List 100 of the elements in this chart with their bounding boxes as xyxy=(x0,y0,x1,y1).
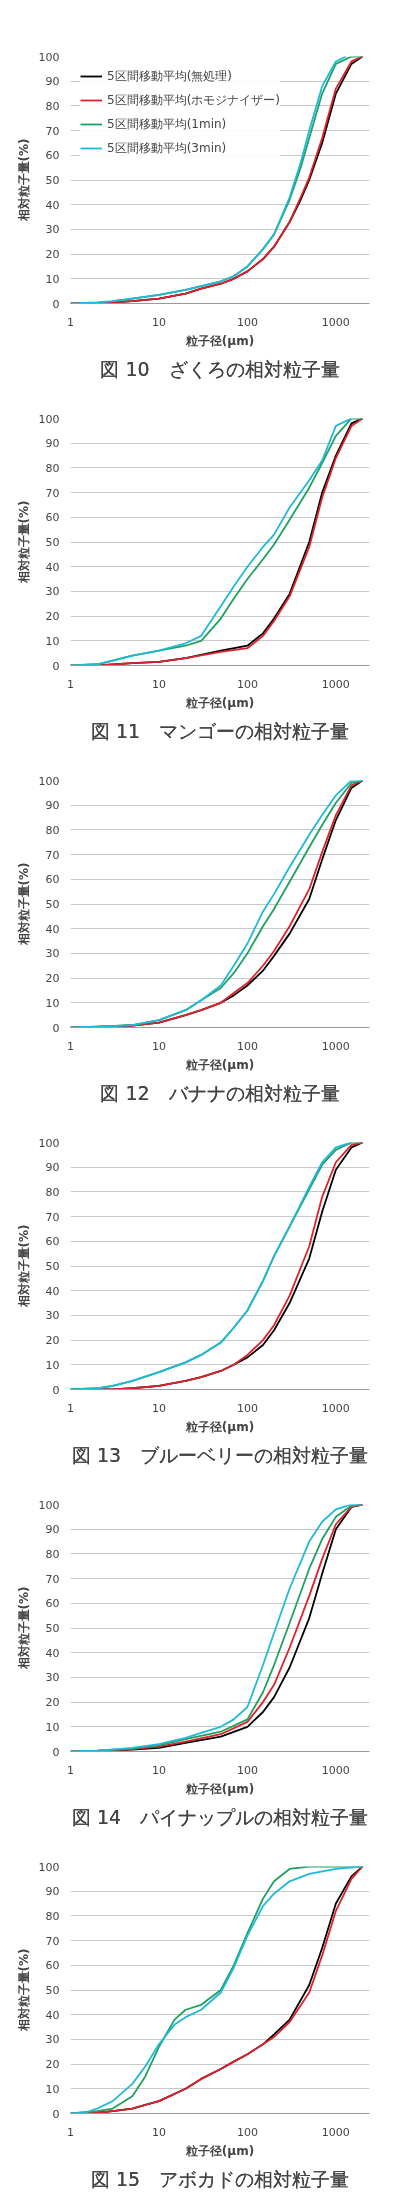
x-axis-title: 粒子径(μm) xyxy=(184,2143,255,2158)
y-tick-label: 90 xyxy=(45,799,60,813)
y-axis-title: 相対粒子量(%) xyxy=(16,1586,31,1671)
x-tick-label: 10 xyxy=(151,315,166,329)
x-tick-label: 10 xyxy=(151,1401,166,1415)
y-tick-label: 100 xyxy=(38,774,60,788)
y-tick-label: 70 xyxy=(45,1572,60,1586)
y-tick-label: 50 xyxy=(45,536,60,549)
x-tick-label: 100 xyxy=(236,1039,258,1053)
text: 図 10 ざくろの相対粒子量 xyxy=(100,357,340,380)
y-tick-label: 30 xyxy=(45,947,60,961)
y-axis-title: 相対粒子量(%) xyxy=(16,862,31,947)
y-tick-label: 100 xyxy=(38,1860,60,1874)
x-tick-label: 1000 xyxy=(321,1039,350,1053)
text: 図 14 パイナップルの相対粒子量 xyxy=(71,1805,369,1828)
x-tick-label: 1000 xyxy=(321,677,350,691)
y-tick-label: 40 xyxy=(45,1646,60,1660)
y-tick-label: 50 xyxy=(45,1984,60,1997)
x-tick-label: 1 xyxy=(67,315,74,329)
y-tick-label: 100 xyxy=(38,412,60,426)
x-tick-label: 1 xyxy=(67,1763,74,1777)
x-tick-label: 10 xyxy=(151,2125,166,2139)
x-tick-label: 1000 xyxy=(321,1763,350,1777)
y-tick-label: 40 xyxy=(45,1284,60,1298)
y-tick-label: 80 xyxy=(45,99,60,113)
y-tick-label: 20 xyxy=(45,2058,60,2072)
y-tick-label: 100 xyxy=(38,1498,60,1512)
y-tick-label: 90 xyxy=(45,1885,60,1899)
x-tick-label: 10 xyxy=(151,1763,166,1777)
x-tick-label: 1 xyxy=(67,1401,74,1415)
x-tick-label: 100 xyxy=(236,1401,258,1415)
y-tick-label: 10 xyxy=(45,1358,60,1372)
y-tick-label: 10 xyxy=(45,272,60,286)
y-axis-title: 相対粒子量(%) xyxy=(16,138,31,223)
text: 図 13 ブルーベリーの相対粒子量 xyxy=(71,1443,369,1466)
text: 図 11 マンゴーの相対粒子量 xyxy=(90,719,350,742)
y-tick-label: 20 xyxy=(45,1334,60,1348)
x-axis-title: 粒子径(μm) xyxy=(184,1419,255,1434)
y-tick-label: 30 xyxy=(45,223,60,237)
x-tick-label: 10 xyxy=(151,677,166,691)
y-axis-title: 相対粒子量(%) xyxy=(16,500,31,585)
y-tick-label: 60 xyxy=(45,873,60,887)
x-axis-title: 粒子径(μm) xyxy=(184,333,255,348)
legend-label: 5区間移動平均(3min) xyxy=(107,139,227,157)
y-tick-label: 60 xyxy=(45,1597,60,1611)
y-tick-label: 60 xyxy=(45,1959,60,1973)
y-tick-label: 70 xyxy=(45,486,60,500)
y-tick-label: 10 xyxy=(45,634,60,648)
y-tick-label: 10 xyxy=(45,2082,60,2096)
y-tick-label: 40 xyxy=(45,560,60,574)
legend-label: 5区間移動平均(1min) xyxy=(107,115,227,133)
y-tick-label: 20 xyxy=(45,248,60,262)
y-tick-label: 60 xyxy=(45,511,60,525)
y-tick-label: 10 xyxy=(45,996,60,1010)
x-axis-title: 粒子径(μm) xyxy=(184,1057,255,1072)
y-tick-label: 60 xyxy=(45,149,60,163)
y-tick-label: 50 xyxy=(45,1622,60,1635)
y-tick-label: 70 xyxy=(45,1210,60,1224)
y-tick-label: 80 xyxy=(45,461,60,475)
y-tick-label: 40 xyxy=(45,922,60,936)
y-tick-label: 10 xyxy=(45,1720,60,1734)
y-tick-label: 60 xyxy=(45,1235,60,1249)
y-tick-label: 70 xyxy=(45,1934,60,1948)
y-tick-label: 80 xyxy=(45,1185,60,1199)
y-tick-label: 90 xyxy=(45,1161,60,1175)
x-tick-label: 100 xyxy=(236,315,258,329)
y-axis-title: 相対粒子量(%) xyxy=(16,1224,31,1309)
x-tick-label: 10 xyxy=(151,1039,166,1053)
y-tick-label: 100 xyxy=(38,50,60,64)
y-tick-label: 80 xyxy=(45,1547,60,1561)
y-tick-label: 0 xyxy=(52,297,60,311)
y-tick-label: 0 xyxy=(52,2107,60,2121)
x-tick-label: 1 xyxy=(67,1039,74,1053)
y-tick-label: 20 xyxy=(45,1696,60,1710)
y-tick-label: 30 xyxy=(45,2033,60,2047)
y-tick-label: 80 xyxy=(45,823,60,837)
x-tick-label: 1000 xyxy=(321,1401,350,1415)
y-tick-label: 50 xyxy=(45,174,60,187)
y-tick-label: 50 xyxy=(45,898,60,911)
y-tick-label: 70 xyxy=(45,848,60,862)
y-tick-label: 30 xyxy=(45,585,60,599)
x-axis-title: 粒子径(μm) xyxy=(184,1781,255,1796)
y-tick-label: 0 xyxy=(52,659,60,673)
y-tick-label: 30 xyxy=(45,1671,60,1685)
x-tick-label: 1000 xyxy=(321,2125,350,2139)
y-tick-label: 0 xyxy=(52,1745,60,1759)
x-tick-label: 100 xyxy=(236,677,258,691)
y-tick-label: 20 xyxy=(45,972,60,986)
y-tick-label: 90 xyxy=(45,437,60,451)
y-tick-label: 70 xyxy=(45,124,60,138)
x-tick-label: 1 xyxy=(67,677,74,691)
y-tick-label: 80 xyxy=(45,1909,60,1923)
y-tick-label: 50 xyxy=(45,1260,60,1273)
legend-label: 5区間移動平均(ホモジナイザー) xyxy=(107,91,280,109)
y-tick-label: 40 xyxy=(45,2008,60,2022)
y-tick-label: 0 xyxy=(52,1021,60,1035)
y-tick-label: 90 xyxy=(45,75,60,89)
x-axis-title: 粒子径(μm) xyxy=(184,695,255,710)
y-tick-label: 40 xyxy=(45,198,60,212)
y-tick-label: 0 xyxy=(52,1383,60,1397)
